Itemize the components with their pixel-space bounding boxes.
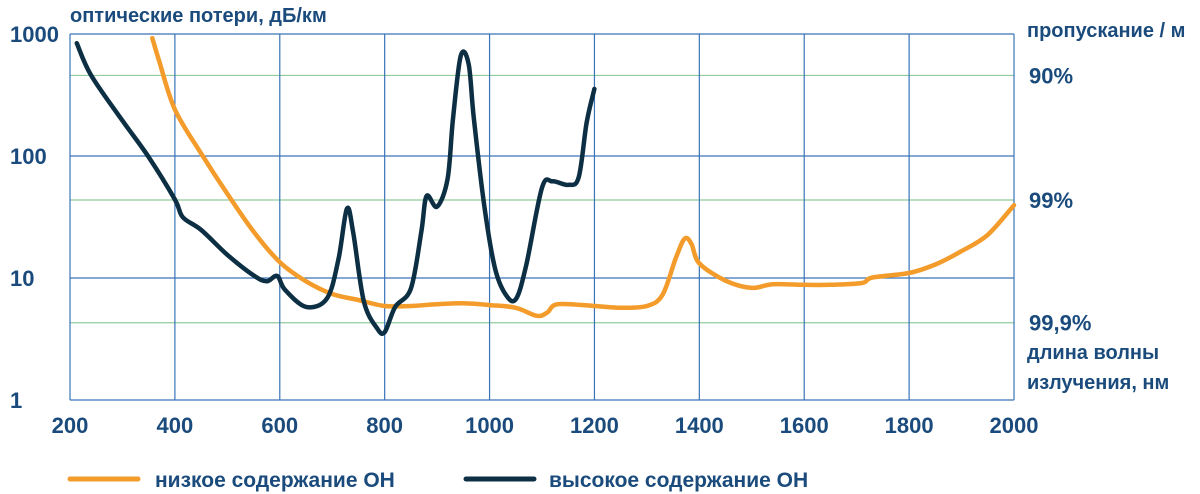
x-tick-label: 1400 (675, 413, 724, 438)
y-tick-label-left: 100 (10, 144, 47, 169)
legend-label-high-oh: высокое содержание ОН (549, 469, 808, 492)
y-tick-label-right: 99% (1029, 188, 1073, 213)
legend-label-low-oh: низкое содержание ОН (155, 469, 395, 492)
x-axis-ticks: 200 400 600 800 1000 1200 1400 1600 1800 2000 (52, 413, 1039, 438)
x-tick-label: 800 (366, 413, 403, 438)
series-lines (74, 35, 1017, 336)
y-tick-label-right: 99,9% (1029, 311, 1091, 336)
y-tick-label-left: 10 (10, 266, 34, 291)
y-axis-title-left: оптические потери, дБ/км (70, 5, 327, 27)
legend: низкое содержание ОН высокое содержание … (67, 469, 808, 492)
x-axis-title: длина волны излучения, нм (1027, 342, 1169, 394)
x-tick-label: 1200 (570, 413, 619, 438)
y-axis-left-ticks: 1 10 100 1000 (10, 22, 59, 413)
series-line-low-oh (150, 35, 1017, 319)
x-axis-title-line-1: длина волны (1027, 342, 1159, 364)
x-tick-label: 1800 (885, 413, 934, 438)
y-tick-label-right: 90% (1029, 63, 1073, 88)
y-tick-label-left: 1 (10, 388, 22, 413)
y-tick-label-left: 1000 (10, 22, 59, 47)
x-tick-label: 1600 (780, 413, 829, 438)
y-axis-right-ticks: 90% 99% 99,9% (1029, 63, 1091, 335)
series-line-high-oh (74, 40, 597, 336)
y-axis-title-right: пропускание / м (1027, 20, 1185, 42)
grid (69, 33, 1015, 401)
x-tick-label: 400 (157, 413, 194, 438)
x-axis-title-line-2: излучения, нм (1027, 372, 1169, 394)
x-tick-label: 600 (261, 413, 298, 438)
x-tick-label: 2000 (990, 413, 1039, 438)
x-tick-label: 200 (52, 413, 89, 438)
x-tick-label: 1000 (465, 413, 514, 438)
